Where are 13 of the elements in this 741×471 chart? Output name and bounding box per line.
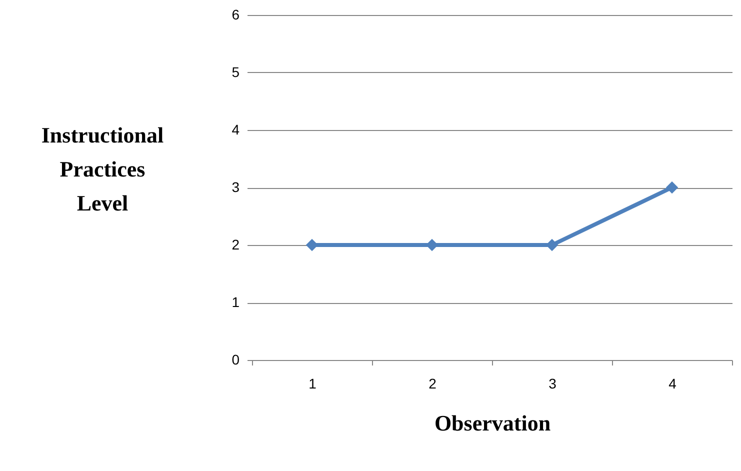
x-tick-label: 4 xyxy=(668,376,677,392)
y-tick-label: 6 xyxy=(232,6,240,22)
y-tick-label: 5 xyxy=(232,64,240,80)
y-tick-label: 3 xyxy=(232,179,240,195)
x-tick-label: 3 xyxy=(548,376,557,392)
y-tick-label: 4 xyxy=(232,122,240,138)
x-tick-label: 2 xyxy=(428,376,437,392)
x-tick-label: 1 xyxy=(308,376,317,392)
y-tick-label: 1 xyxy=(232,294,240,310)
y-tick-label: 2 xyxy=(232,236,240,252)
x-axis-title: Observation xyxy=(434,410,551,436)
y-axis-title: Instructional Practices Level xyxy=(41,122,164,216)
y-tick-label: 0 xyxy=(232,352,240,368)
